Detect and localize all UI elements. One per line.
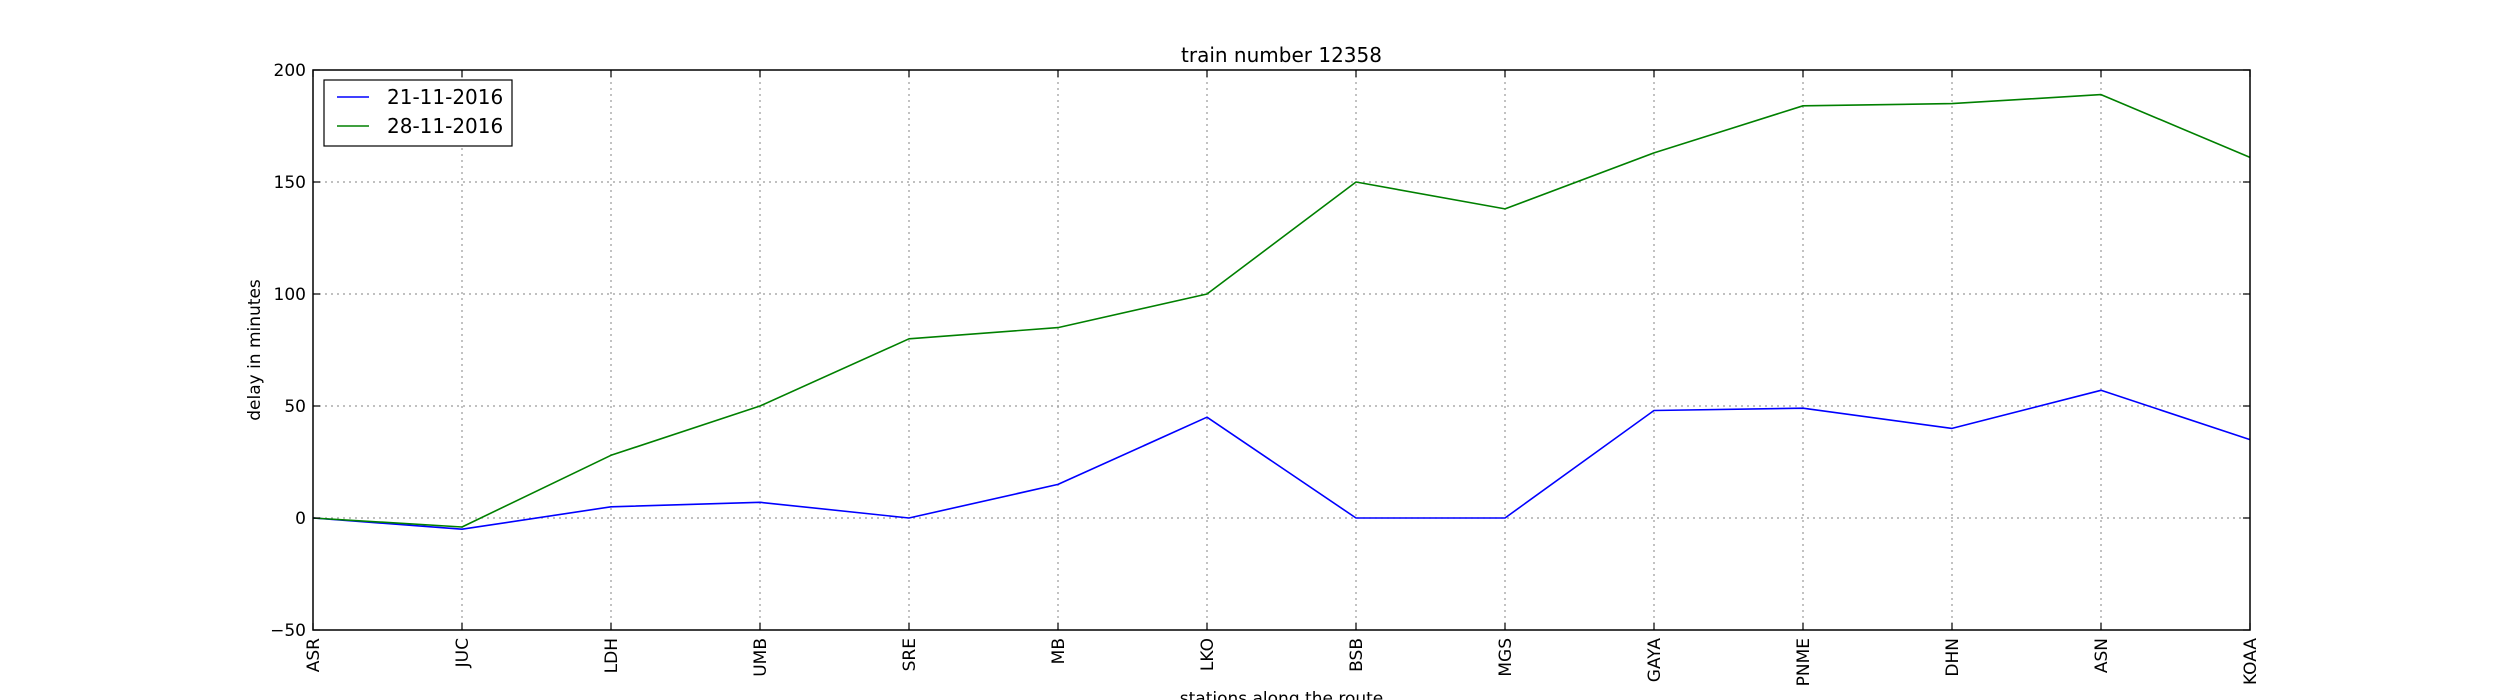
y-tick-label: 100 (274, 285, 306, 305)
legend: 21-11-2016 28-11-2016 (323, 79, 513, 147)
x-tick-label: DHN (1943, 638, 1963, 677)
ticks: ASR JUC LDH UMB SRE MB LKO BSB MGS GAYA PNME DHN ASN… (270, 61, 2261, 686)
x-tick-label: KOAA (2241, 638, 2261, 685)
x-tick-label: BSB (1347, 638, 1367, 672)
x-tick-label: PNME (1794, 638, 1814, 686)
x-tick-label: SRE (900, 638, 920, 671)
y-tick-label: 50 (284, 397, 306, 417)
chart-title: train number 12358 (1181, 43, 1382, 67)
x-tick-label: MB (1049, 638, 1069, 664)
x-tick-label: LDH (602, 638, 622, 673)
legend-label: 28-11-2016 (387, 114, 503, 138)
x-tick-label: ASR (304, 638, 324, 672)
grid (313, 70, 2250, 630)
x-axis-label: stations along the route (1180, 689, 1384, 700)
y-tick-label: 0 (295, 509, 306, 529)
y-tick-label: −50 (270, 621, 306, 641)
legend-label: 21-11-2016 (387, 85, 503, 109)
y-axis-label: delay in minutes (245, 279, 265, 421)
series-line-28-11-2016 (312, 93, 2251, 528)
x-tick-label: JUC (453, 638, 473, 668)
y-tick-label: 150 (274, 173, 306, 193)
x-tick-label: UMB (751, 638, 771, 677)
series-line-21-11-2016 (312, 389, 2251, 531)
x-tick-label: MGS (1496, 638, 1516, 677)
plot-frame (312, 69, 2251, 631)
y-tick-label: 200 (274, 61, 306, 81)
x-tick-label: GAYA (1645, 638, 1665, 683)
legend-box (323, 79, 513, 147)
x-tick-label: LKO (1198, 638, 1218, 671)
x-tick-label: ASN (2092, 638, 2112, 673)
series-layer (312, 93, 2251, 531)
